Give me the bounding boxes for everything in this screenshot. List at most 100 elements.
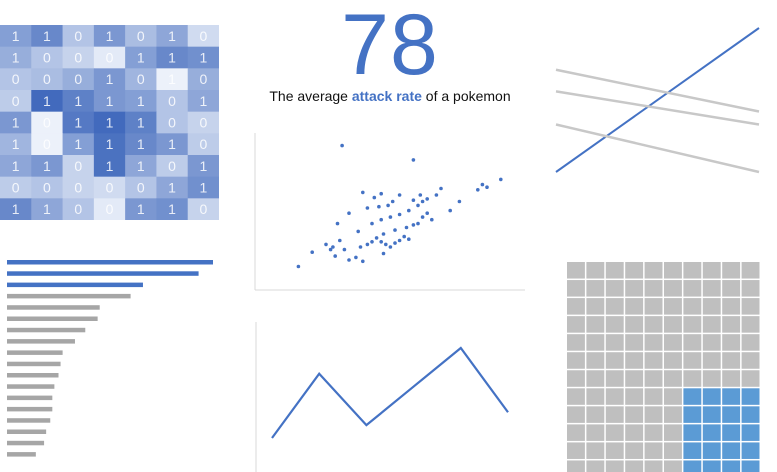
scatter-point [397,238,402,243]
heatmap-cell [0,198,32,220]
scatter-point [379,240,383,244]
waffle-cell-highlight [702,460,721,472]
waffle-cell [605,262,624,279]
waffle-cell [664,388,682,405]
waffle-cell [702,370,721,387]
heatmap-cell-value: 0 [43,136,51,152]
waffle-cell-highlight [722,388,741,405]
scatter-point [379,191,383,196]
waffle-cell [644,280,663,297]
bar [7,373,59,378]
heatmap-cell [125,90,157,113]
heatmap-cell [62,68,95,91]
waffle-cell [567,442,585,459]
heatmap-cell [156,90,189,113]
heatmap-cell [0,46,32,69]
scatter-point [397,193,402,197]
waffle-cell [605,442,624,459]
bar [7,418,51,423]
heatmap-cell-value: 0 [199,115,207,131]
scatter-point [379,217,383,222]
scatter-point [324,242,328,247]
waffle-cell-highlight [683,388,702,405]
waffle-cell-highlight [741,424,760,441]
waffle-cell [644,262,663,279]
waffle-cell [567,352,585,369]
waffle-cell [605,406,624,423]
heatmap-cell [125,68,157,91]
scatter-point [361,190,365,195]
scatter-point [347,211,351,215]
waffle-cell-highlight [683,406,702,423]
waffle-cell [625,352,644,369]
heatmap-cell-value: 1 [137,136,145,152]
scatter-point [347,258,351,262]
heatmap-cell-value: 1 [168,180,176,196]
waffle-cell-highlight [702,442,721,459]
scatter-point [397,212,402,217]
caption-highlight: attack rate [351,88,422,104]
heatmap-cell [0,90,32,113]
bar [7,395,53,401]
slope-line [555,123,760,174]
scatter-point [384,242,388,247]
heatmap-cell-value: 1 [106,93,114,109]
heatmap-cell [0,111,32,134]
waffle-cell-highlight [683,460,702,472]
caption-after: of a pokemon [421,88,511,104]
heatmap-cell [187,111,219,134]
heatmap-cell [156,68,189,91]
heatmap-cell-value: 1 [12,115,20,131]
scatter-point [328,247,333,252]
scatter-point [388,215,393,219]
bar [7,327,86,333]
heatmap-cell-value: 1 [137,115,145,131]
waffle-cell [722,352,741,369]
waffle-cell [722,334,741,351]
bar [7,452,36,457]
heatmap-cell [125,198,157,220]
heatmap-cell [31,111,64,134]
waffle-cell [664,316,682,333]
heatmap-cell-value: 0 [12,71,20,87]
waffle-cell [567,316,585,333]
heatmap-cell [187,68,219,91]
stat-callout: 78 The average attack rate of a pokemon [240,0,540,110]
waffle-cell [567,460,585,472]
scatter-point [356,229,360,234]
waffle-cell [722,262,741,279]
heatmap-cell-value: 1 [106,158,114,174]
heatmap-cell [187,155,219,178]
horizontal-bar-chart [0,255,222,472]
heatmap-cell [125,111,157,134]
heatmap-cell [31,68,64,91]
heatmap-cell [156,176,189,199]
heatmap-cell [62,90,95,113]
waffle-cell-highlight [683,442,702,459]
waffle-cell [625,316,644,333]
waffle-cell [625,424,644,441]
waffle-cell [702,334,721,351]
waffle-cell [664,280,682,297]
waffle-cell-highlight [683,424,702,441]
heatmap-cell-value: 1 [106,71,114,87]
scatter-point [411,223,416,227]
bar [7,316,98,321]
waffle-cell [605,460,624,472]
waffle-cell [644,316,663,333]
scatter-plot-svg [254,133,525,291]
bar [7,350,63,355]
waffle-cell [664,334,682,351]
heatmap-cell-value: 0 [74,28,82,44]
heatmap-cell [156,25,189,48]
heatmap-cell [156,133,189,156]
heatmap-cell-value: 1 [74,136,82,152]
waffle-cell [664,424,682,441]
heatmap-cell [62,198,95,220]
waffle-cell-highlight [722,460,741,472]
heatmap-cell [93,46,126,69]
heatmap-cell-value: 1 [43,93,51,109]
waffle-cell [741,334,760,351]
heatmap-cell [31,133,64,156]
waffle-cell [567,262,585,279]
